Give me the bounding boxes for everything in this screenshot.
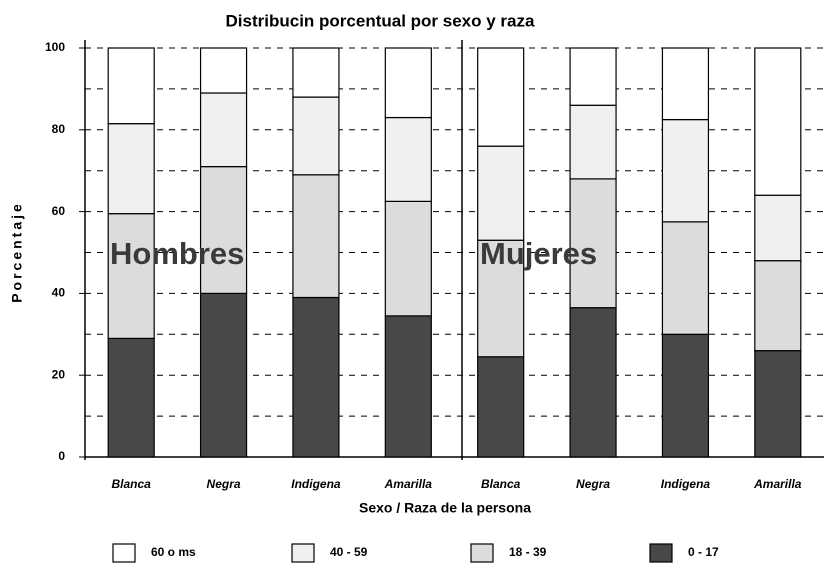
bar-segment — [292, 47, 340, 98]
x-tick-label: Blanca — [112, 477, 152, 491]
bar-segment — [107, 123, 155, 215]
bar-segment — [199, 92, 248, 168]
bar-segment — [754, 350, 802, 458]
x-tick-label: Indigena — [661, 477, 711, 491]
bar-segment — [754, 194, 802, 262]
x-tick-label: Negra — [576, 477, 610, 491]
legend-label: 40 - 59 — [330, 545, 368, 559]
legend-swatch — [291, 543, 315, 563]
bar-segment — [661, 333, 710, 458]
bar-segment — [754, 260, 802, 352]
y-axis-label: Porcentaje — [9, 201, 25, 303]
bar-segment — [292, 296, 340, 458]
x-axis-label: Sexo / Raza de la persona — [359, 500, 531, 516]
y-tick-label: 60 — [52, 204, 66, 218]
bar-segment — [754, 47, 802, 196]
bar-segment — [384, 47, 432, 119]
y-tick-label: 100 — [45, 40, 65, 54]
group-label: Mujeres — [480, 236, 597, 271]
x-tick-label: Blanca — [481, 477, 521, 491]
bar-segment — [569, 307, 617, 458]
bar-segment — [199, 292, 248, 458]
bar-segment — [569, 104, 617, 180]
group-label: Hombres — [110, 236, 244, 271]
x-tick-label: Indigena — [291, 477, 341, 491]
y-tick-label: 40 — [52, 286, 66, 300]
legend-swatch — [649, 543, 673, 563]
legend-label: 18 - 39 — [509, 545, 547, 559]
bar-segment — [384, 315, 432, 458]
bar-segment — [199, 166, 248, 295]
bar-segment — [199, 47, 248, 94]
bar-segment — [384, 200, 432, 317]
legend-label: 0 - 17 — [688, 545, 719, 559]
bar-segment — [292, 174, 340, 299]
bar-segment — [107, 47, 155, 125]
bar-segment — [661, 47, 710, 121]
bar-segment — [107, 213, 155, 339]
bar-segment — [477, 145, 525, 241]
bar-segment — [384, 116, 432, 202]
y-tick-label: 20 — [52, 367, 66, 381]
legend-label: 60 o ms — [151, 545, 196, 559]
legend-swatch — [470, 543, 494, 563]
bar-segment — [292, 96, 340, 176]
bar-segment — [569, 47, 617, 106]
bar-segment — [661, 221, 710, 335]
chart-title: Distribucin porcentual por sexo y raza — [226, 11, 535, 30]
x-tick-label: Amarilla — [753, 477, 802, 491]
x-tick-label: Amarilla — [384, 477, 433, 491]
bar-segment — [477, 47, 525, 147]
legend-swatch — [112, 543, 136, 563]
y-tick-label: 80 — [52, 122, 66, 136]
bar-segment — [661, 118, 710, 223]
bar-segment — [477, 356, 525, 458]
y-tick-label: 0 — [58, 449, 65, 463]
bar-segment — [107, 337, 155, 458]
x-tick-label: Negra — [207, 477, 241, 491]
